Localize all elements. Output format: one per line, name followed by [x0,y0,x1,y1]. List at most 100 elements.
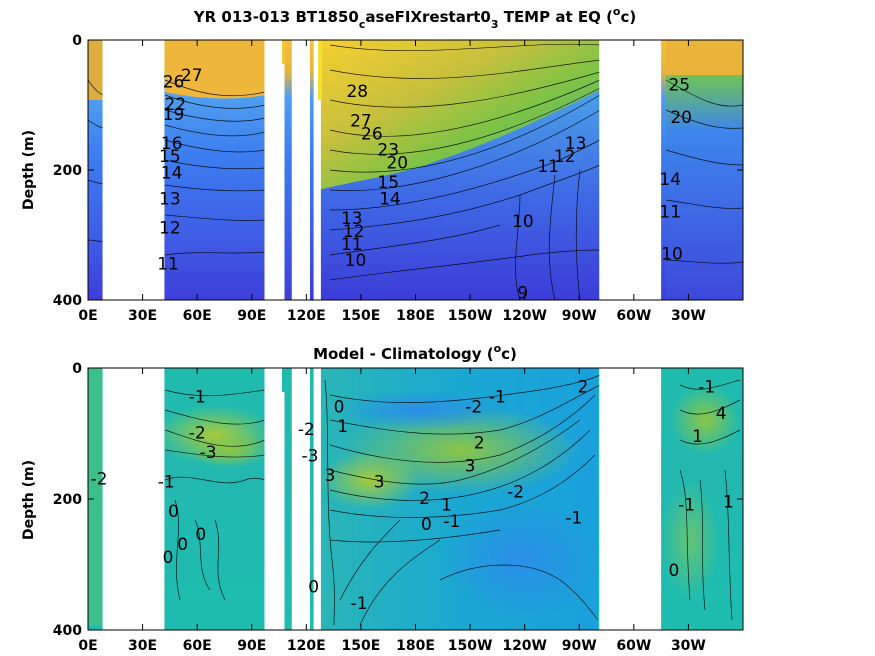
top-contour-label: 19 [163,105,185,125]
bottom-xtick-label: 90E [237,638,266,654]
top-contour-label: 27 [181,66,203,86]
bottom-xtick-label: 180E [396,638,435,654]
bottom-contour-label: 2 [419,489,430,509]
bottom-ytick-label: 200 [53,492,82,508]
bottom-contour-label: -1 [678,496,695,516]
top-panel: YR 013-013 BT1850caseFIXrestart03 TEMP a… [21,5,744,324]
top-contour-label: 28 [346,82,368,102]
top-contour-label: 13 [565,134,587,154]
bottom-contour-label: 1 [723,492,734,512]
top-contour-label: 12 [554,147,576,167]
bottom-contour-label: -2 [90,469,107,489]
top-contour-label: 23 [377,141,399,161]
top-panel-title: YR 013-013 BT1850caseFIXrestart03 TEMP a… [193,5,636,31]
bottom-contour-label: -1 [351,594,368,614]
top-xtick-label: 120E [287,308,326,324]
bottom-contour-label: -2 [189,424,206,444]
top-contour-label: 20 [386,154,408,174]
top-contour-labels: 2726221916151413121128272623201514131211… [157,66,692,304]
top-land-gap [102,40,165,300]
bottom-xtick-label: 90W [562,638,597,654]
top-contour-label: 22 [165,95,187,115]
bottom-contour-label: 0 [668,561,679,581]
top-contour-label: 11 [659,202,681,222]
bottom-contour-label: -2 [298,420,315,440]
top-contour-label: 11 [157,254,179,274]
bottom-contour-label: 0 [177,535,188,555]
bottom-contour-label: -1 [698,378,715,398]
bottom-contour-label: 0 [421,515,432,535]
bottom-land-gap [599,368,662,630]
top-contour-label: 10 [345,251,367,271]
bottom-land-gap [313,368,321,630]
bottom-xtick-label: 60E [183,638,212,654]
top-xtick-label: 30W [671,308,706,324]
top-contour-label: 12 [159,219,181,239]
bottom-ytick-label: 0 [72,361,82,377]
top-ytick-label: 200 [53,163,82,179]
top-contour-label: 10 [661,245,683,265]
bottom-contour-label: 1 [441,496,452,516]
top-xtick-label: 180E [396,308,435,324]
top-temperature-field [88,40,743,300]
bottom-contour-label: 0 [168,502,179,522]
top-contour-label: 11 [341,235,363,255]
bottom-contour-label: -2 [465,397,482,417]
bottom-xtick-label: 120E [287,638,326,654]
bottom-contour-label: -1 [565,509,582,529]
top-land-gap [264,40,285,300]
bottom-xtick-label: 60W [616,638,651,654]
top-contour-label: 20 [670,108,692,128]
bottom-xtick-label: 150W [448,638,493,654]
top-land-gap [599,40,662,300]
bottom-contour-label: -2 [507,482,524,502]
bottom-contour-label: 1 [692,427,703,447]
bottom-contour-label: -1 [189,387,206,407]
bottom-panel: Model - Climatology (oc) [21,342,744,654]
top-ytick-label: 0 [72,33,82,49]
top-contour-label: 13 [159,189,181,209]
bottom-contour-label: 4 [716,404,727,424]
top-xtick-label: 90E [237,308,266,324]
bottom-ytick-label: 400 [53,623,82,639]
top-contour-label: 25 [668,76,690,96]
top-contour-label: 27 [350,111,372,131]
bottom-contour-label: 3 [325,466,336,486]
top-land-gap [291,40,310,300]
bottom-contour-label: 0 [334,397,345,417]
bottom-land-gap [264,368,285,630]
top-xtick-label: 90W [562,308,597,324]
bottom-panel-title: Model - Climatology (oc) [313,342,517,363]
bottom-contour-label: 0 [163,548,174,568]
top-land-gap [313,40,321,300]
top-contour-label: 26 [163,72,185,92]
top-contour-label: 9 [517,284,528,304]
bottom-contour-label: -1 [158,473,175,493]
top-contour-label: 10 [512,212,534,232]
bottom-xtick-label: 0E [78,638,97,654]
bottom-xtick-label: 150E [342,638,381,654]
top-xtick-label: 60E [183,308,212,324]
top-contour-label: 14 [659,170,681,190]
bottom-contour-label: 3 [374,473,385,493]
top-xtick-label: 60W [616,308,651,324]
top-contour-label: 16 [161,134,183,154]
bottom-land-gap [291,368,310,630]
bottom-ticks: 0E 30E 60E 90E 120E 150E 180E 150W 120W 90W 60W 30W… [53,361,743,654]
top-contour-label: 26 [361,124,383,144]
top-land-gaps [102,40,662,300]
top-ylabel: Depth (m) [21,130,37,210]
top-xtick-label: 150E [342,308,381,324]
bottom-land-gaps [102,368,662,630]
top-xtick-label: 150W [448,308,493,324]
bottom-contour-label: -1 [489,387,506,407]
top-ticks: 0E 30E 60E 90E 120E 150E 180E 150W 120W 90W 60W 30W… [53,33,743,324]
bottom-ylabel: Depth (m) [21,460,37,540]
bottom-contour-lines [164,374,741,626]
bottom-contour-label: -3 [200,443,217,463]
top-xtick-label: 30E [128,308,157,324]
bottom-contour-label: -3 [301,446,318,466]
top-xtick-label: 0E [78,308,97,324]
